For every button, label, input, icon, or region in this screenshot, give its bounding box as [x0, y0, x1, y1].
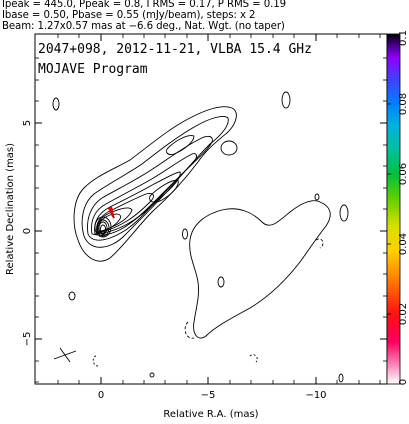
polarization-vectors — [108, 206, 115, 219]
y-axis-title: Relative Declination (mas) — [5, 143, 16, 275]
x-axis-title: Relative R.A. (mas) — [163, 409, 258, 420]
colorbar-tick-label: 0.04 — [398, 233, 409, 255]
contour — [98, 221, 108, 235]
contour-blob — [220, 140, 238, 156]
contour — [96, 219, 110, 237]
contour — [91, 153, 197, 236]
contour — [94, 171, 181, 235]
beam-cross — [53, 350, 77, 360]
x-tick-label: −10 — [305, 390, 326, 401]
contour-extended-lobe — [189, 200, 331, 339]
plot-subtitle: MOJAVE Program — [38, 62, 148, 77]
contour — [165, 135, 195, 155]
contour-dashed — [249, 354, 258, 363]
header-beam: Beam: 1.27x0.57 mas at −6.6 deg., Nat. W… — [2, 21, 285, 32]
plot-title: 2047+098, 2012-11-21, VLBA 15.4 GHz — [38, 42, 312, 57]
contour-lines — [52, 91, 349, 383]
contour-blob — [338, 373, 344, 383]
contour — [94, 216, 112, 238]
y-tick-label: −5 — [22, 332, 33, 347]
contour — [81, 115, 229, 248]
contour — [149, 179, 179, 203]
header-peak-rms: Ipeak = 445.0, Ppeak = 0.8, I RMS = 0.17… — [2, 0, 287, 10]
colorbar-tick-label: 0 — [398, 379, 409, 385]
contour-blob — [339, 204, 349, 222]
y-tick-label: 0 — [22, 228, 33, 234]
header-base-steps: Ibase = 0.50, Pbase = 0.55 (mJy/beam), s… — [2, 10, 256, 21]
contour-blob — [314, 193, 320, 201]
colorbar-tick-label: 0.08 — [398, 93, 409, 115]
contour — [96, 193, 154, 234]
colorbar-tick-label: 0.02 — [398, 303, 409, 325]
contour-blob — [217, 276, 225, 288]
contour-dashed — [92, 355, 99, 367]
x-tick-label: −5 — [201, 390, 216, 401]
contour-dashed — [315, 238, 324, 249]
axis-minor-ticks — [35, 34, 387, 384]
colorbar — [386, 33, 401, 385]
axis-ticks — [35, 34, 387, 384]
colorbar-tick-label: 0.1 — [398, 30, 409, 46]
contour-blob — [182, 228, 188, 240]
colorbar-tick-label: 0.06 — [398, 163, 409, 185]
contour-blob — [52, 97, 60, 111]
contour-outer — [73, 106, 237, 262]
x-tick-label: 0 — [98, 390, 104, 401]
contour-blob — [281, 91, 291, 109]
contour — [100, 224, 106, 234]
contour — [87, 135, 213, 241]
y-tick-label: 5 — [22, 120, 33, 126]
contour-blob — [68, 291, 76, 301]
colorbar-ticks — [387, 103, 391, 315]
contour-blob — [149, 372, 155, 378]
contour-dashed — [184, 321, 195, 339]
